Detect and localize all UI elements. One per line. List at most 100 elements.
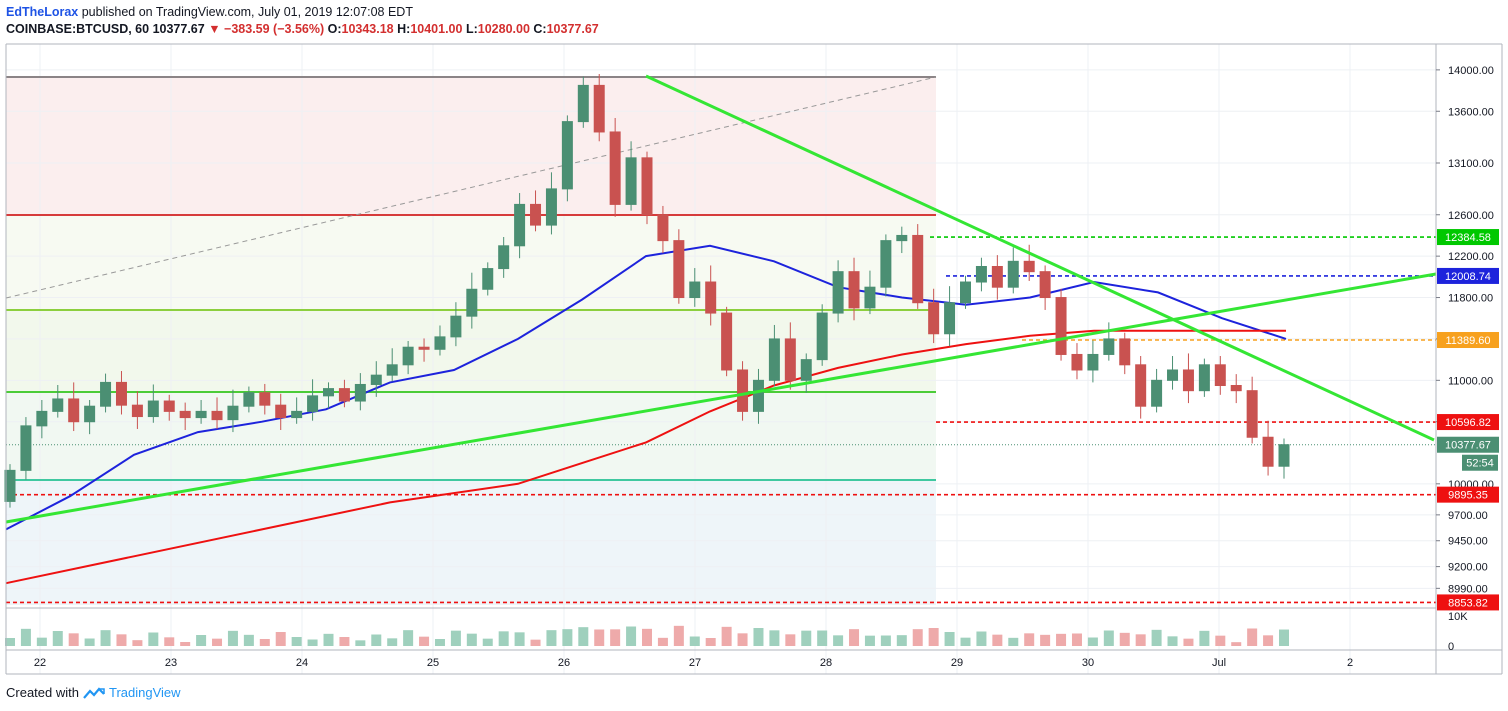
candle-body	[434, 336, 446, 350]
volume-bar	[100, 630, 111, 646]
volume-bar	[657, 637, 668, 646]
high-value: 10401.00	[410, 22, 463, 36]
author-name[interactable]: EdTheLorax	[6, 5, 79, 19]
volume-bar	[434, 639, 445, 646]
close-label: C:	[533, 22, 547, 36]
publish-line: EdTheLorax published on TradingView.com,…	[6, 4, 599, 21]
price-tag-label: 10596.82	[1445, 417, 1491, 429]
volume-bar	[403, 630, 414, 646]
candle-body	[896, 234, 908, 242]
y-tick-label: 8990.00	[1448, 583, 1488, 595]
candle-body	[1214, 364, 1226, 387]
candle-body	[975, 265, 987, 283]
volume-bar	[1119, 632, 1130, 646]
y-tick-label: 13600.00	[1448, 106, 1494, 118]
candles	[4, 74, 1290, 508]
candle-body	[689, 281, 701, 299]
y-tick-label: 14000.00	[1448, 65, 1494, 77]
y-tick-label: 9200.00	[1448, 562, 1488, 574]
volume-bar	[912, 629, 923, 646]
candle-body	[259, 392, 271, 406]
candle-body	[36, 410, 48, 427]
volume-bar	[1103, 630, 1114, 646]
volume-bar	[689, 636, 700, 646]
candle-body	[1262, 436, 1274, 467]
candle-body	[609, 131, 621, 205]
volume-axis: 10K 0	[1448, 611, 1468, 653]
candle-body	[944, 302, 956, 335]
price-tag-label: 9895.35	[1448, 490, 1488, 502]
candle-body	[354, 383, 366, 402]
price-change: −383.59 (−3.56%)	[224, 22, 325, 36]
volume-bar	[833, 635, 844, 646]
candle-body	[705, 281, 717, 314]
candle-body	[673, 240, 685, 299]
volume-tick-label: 0	[1448, 641, 1454, 653]
down-arrow-icon: ▼	[208, 22, 221, 36]
candle-body	[211, 410, 223, 421]
zone-backgrounds	[6, 77, 936, 605]
volume-bar	[1056, 633, 1067, 646]
candle-body	[928, 302, 940, 335]
created-with-text: Created with	[6, 685, 79, 700]
volume-bar	[1263, 635, 1274, 646]
volume-bar	[212, 638, 223, 646]
candle-body	[737, 369, 749, 412]
volume-bar	[466, 633, 477, 646]
volume-bar	[498, 631, 509, 646]
grid-lines	[6, 44, 1436, 674]
candle-body	[960, 281, 971, 304]
candle-body	[1071, 353, 1083, 371]
tradingview-brand[interactable]: TradingView	[108, 685, 181, 700]
price-tag-label: 11389.60	[1445, 335, 1490, 347]
x-tick-label: 2	[1347, 657, 1353, 669]
candle-body	[880, 240, 892, 288]
volume-tick-label: 10K	[1448, 611, 1468, 623]
candle-body	[84, 405, 96, 423]
trendlines	[5, 74, 1437, 524]
volume-bar	[180, 642, 191, 646]
volume-bar	[801, 630, 812, 646]
volume-bar	[1071, 633, 1082, 646]
x-tick-label: 27	[689, 657, 701, 669]
volume-bar	[1231, 642, 1242, 646]
candle-body	[195, 410, 207, 419]
y-tick-label: 9700.00	[1448, 510, 1488, 522]
zone-lines	[5, 76, 937, 481]
candle-body	[721, 312, 733, 371]
candle-body	[641, 157, 653, 216]
candle-body	[4, 469, 16, 502]
candle-body	[1119, 338, 1131, 366]
x-tick-label: Jul	[1212, 657, 1226, 669]
volume-bar	[1008, 637, 1019, 646]
candle-body	[291, 410, 303, 419]
chart-header: EdTheLorax published on TradingView.com,…	[6, 4, 599, 38]
volume-bar	[721, 626, 732, 646]
x-axis[interactable]: 22 23 24 25 26 27 28 29 30 Jul 2	[34, 657, 1353, 669]
candle-body	[625, 157, 637, 205]
volume-bar	[84, 638, 95, 646]
volume-bar	[642, 628, 652, 646]
x-tick-label: 26	[558, 657, 570, 669]
volume-bar	[227, 630, 238, 646]
volume-bar	[243, 634, 254, 646]
volume-bar	[1151, 629, 1162, 646]
volume-bar	[785, 634, 796, 646]
candle-body	[338, 388, 350, 402]
volume-bar	[132, 640, 143, 646]
low-label: L:	[465, 22, 478, 36]
volume-bar	[546, 630, 557, 646]
x-tick-label: 25	[427, 657, 439, 669]
volume-bar	[928, 628, 939, 646]
candle-body	[386, 364, 398, 376]
volume-bar	[562, 629, 573, 646]
volume-bar	[419, 636, 430, 646]
volume-bar	[594, 629, 605, 646]
volume-bar	[626, 626, 637, 646]
volume-bar	[36, 637, 47, 646]
x-tick-label: 22	[34, 657, 46, 669]
candle-body	[800, 359, 812, 381]
y-axis[interactable]: 14000.00 13600.00 13100.00 12600.00 12200.00…	[1436, 65, 1494, 595]
candle-body	[323, 388, 334, 397]
